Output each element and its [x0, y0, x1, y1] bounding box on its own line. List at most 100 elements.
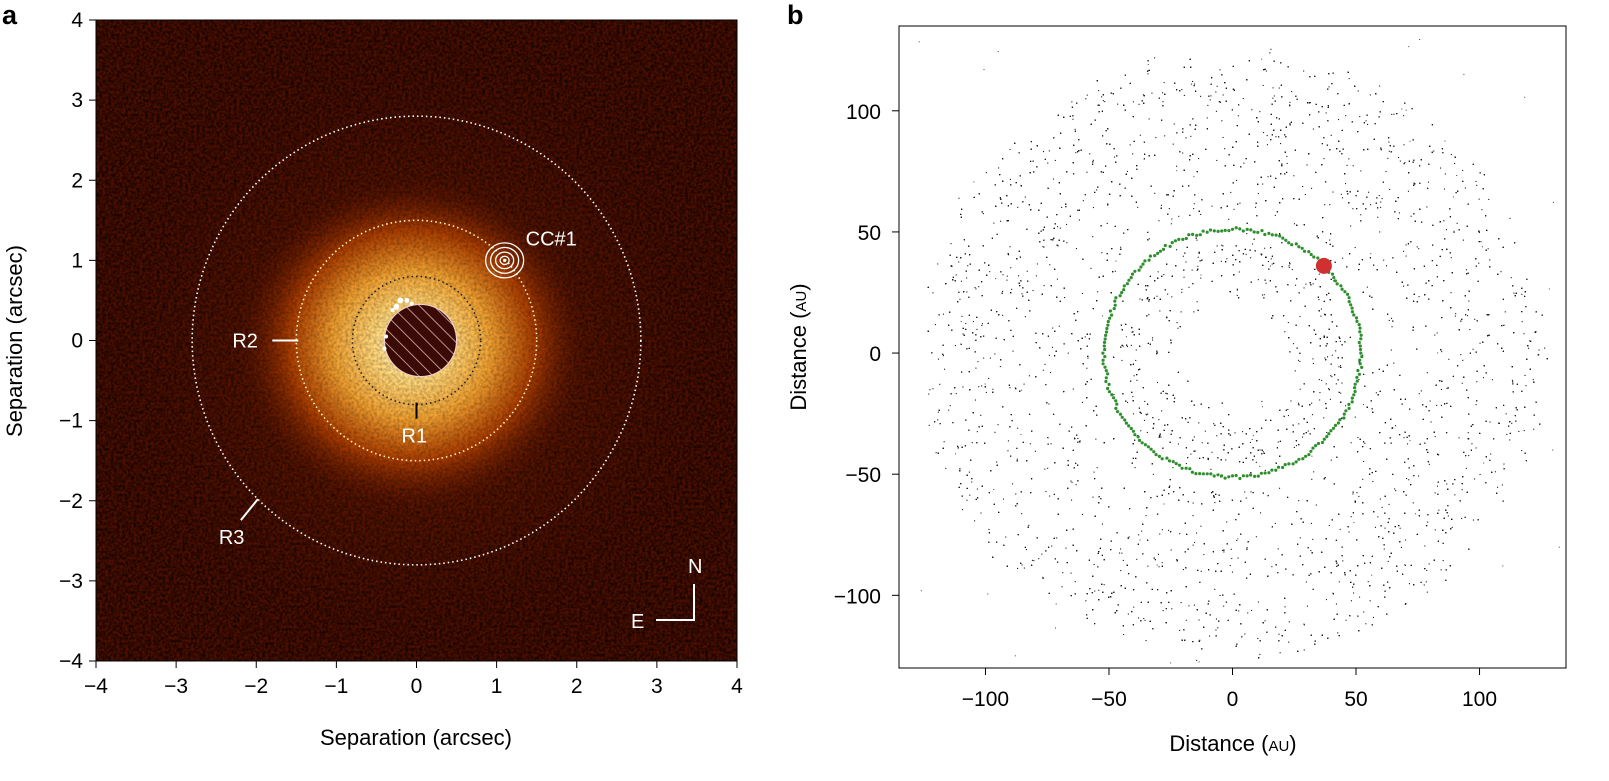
companion-contour-3 — [494, 251, 515, 270]
disk-particle — [1009, 148, 1011, 150]
masked-region — [383, 303, 458, 378]
disk-particle — [1287, 408, 1289, 410]
disk-particle — [1237, 557, 1239, 559]
disk-particle — [1132, 396, 1134, 398]
disk-particle — [1011, 288, 1013, 290]
disk-particle — [1132, 101, 1134, 103]
disk-particle — [1151, 92, 1153, 94]
disk-particle — [1365, 120, 1367, 122]
disk-particle — [1041, 553, 1043, 555]
disk-particle — [1406, 478, 1408, 480]
disk-particle — [1362, 478, 1364, 480]
disk-particle — [1193, 203, 1195, 205]
disk-particle — [1321, 379, 1323, 381]
ring-pointer-r3 — [240, 498, 259, 521]
disk-particle — [1064, 297, 1066, 299]
disk-particle — [1262, 84, 1264, 86]
disk-particle — [1152, 339, 1154, 341]
disk-particle — [1086, 171, 1088, 173]
disk-particle — [1416, 246, 1418, 248]
disk-particle — [948, 409, 950, 411]
disk-particle — [1173, 123, 1175, 125]
disk-particle — [1084, 336, 1086, 338]
disk-particle — [1264, 620, 1266, 622]
disk-particle — [1119, 552, 1121, 554]
disk-particle — [1207, 104, 1209, 106]
disk-particle — [1051, 545, 1053, 547]
disk-particle — [1385, 171, 1387, 173]
disk-particle — [1393, 362, 1395, 364]
disk-particle — [1221, 549, 1223, 551]
disk-particle — [1006, 275, 1008, 277]
disk-particle — [1289, 122, 1291, 124]
disk-particle — [1270, 258, 1272, 260]
disk-particle — [1288, 621, 1290, 623]
disk-particle — [1289, 262, 1291, 264]
disk-particle — [1270, 48, 1272, 50]
disk-particle — [1259, 111, 1261, 113]
disk-particle — [929, 389, 931, 391]
disk-particle — [1145, 515, 1147, 517]
disk-particle — [1086, 94, 1088, 96]
disk-particle — [1044, 468, 1046, 470]
disk-particle — [1290, 400, 1292, 402]
disk-particle — [1230, 548, 1232, 550]
disk-particle — [1475, 180, 1477, 182]
y-tick-label-a: −4 — [59, 650, 83, 673]
x-tick-label-a: 1 — [491, 675, 503, 698]
disk-particle — [1284, 331, 1286, 333]
disk-particle — [1428, 463, 1430, 465]
disk-particle — [1394, 488, 1396, 490]
disk-particle — [1350, 516, 1352, 518]
disk-particle — [1247, 612, 1249, 614]
disk-particle — [1121, 552, 1123, 554]
disk-particle — [962, 333, 964, 335]
disk-particle — [977, 361, 979, 363]
disk-particle — [1444, 173, 1446, 175]
disk-particle — [1525, 385, 1527, 387]
disk-particle — [1262, 183, 1264, 185]
compass-east-label: E — [631, 611, 644, 633]
disk-particle — [1264, 247, 1266, 249]
disk-particle — [1193, 436, 1195, 438]
disk-particle — [1326, 431, 1328, 433]
x-tick-label-a: −2 — [244, 675, 268, 698]
disk-particle — [1224, 148, 1226, 150]
disk-particle — [1120, 246, 1122, 248]
disk-particle — [988, 377, 990, 379]
disk-particle — [1171, 296, 1173, 298]
disk-particle — [1121, 359, 1123, 361]
disk-particle — [1251, 109, 1253, 111]
disk-particle — [1156, 381, 1158, 383]
disk-particle — [1133, 606, 1135, 608]
disk-particle — [1410, 215, 1412, 217]
disk-particle — [1434, 529, 1436, 531]
disk-particle — [1047, 162, 1049, 164]
disk-particle — [1245, 253, 1247, 255]
disk-particle — [1142, 94, 1144, 96]
disk-particle — [1320, 315, 1322, 317]
y-tick-label-a: −2 — [59, 490, 83, 513]
disk-particle — [1114, 156, 1116, 158]
disk-particle — [1026, 270, 1028, 272]
disk-particle — [1367, 581, 1369, 583]
disk-particle — [1434, 334, 1436, 336]
disk-particle — [1163, 82, 1165, 84]
disk-particle — [1398, 157, 1400, 159]
disk-particle — [1092, 236, 1094, 238]
disk-particle — [1057, 245, 1059, 247]
disk-particle — [1438, 509, 1440, 511]
disk-particle — [1190, 453, 1192, 455]
disk-particle — [1054, 159, 1056, 161]
disk-particle — [1318, 273, 1320, 275]
disk-particle — [1533, 428, 1535, 430]
disk-particle — [1239, 202, 1241, 204]
disk-particle — [1381, 506, 1383, 508]
x-axis-a: −4 −3 −2 −1 0 1 2 3 4 — [84, 661, 743, 698]
disk-particle — [1237, 115, 1239, 117]
disk-particle — [1017, 567, 1019, 569]
disk-particle — [983, 357, 985, 359]
disk-particle — [1072, 118, 1074, 120]
ring-label-r2: R2 — [232, 331, 258, 353]
disk-particle — [1042, 576, 1044, 578]
